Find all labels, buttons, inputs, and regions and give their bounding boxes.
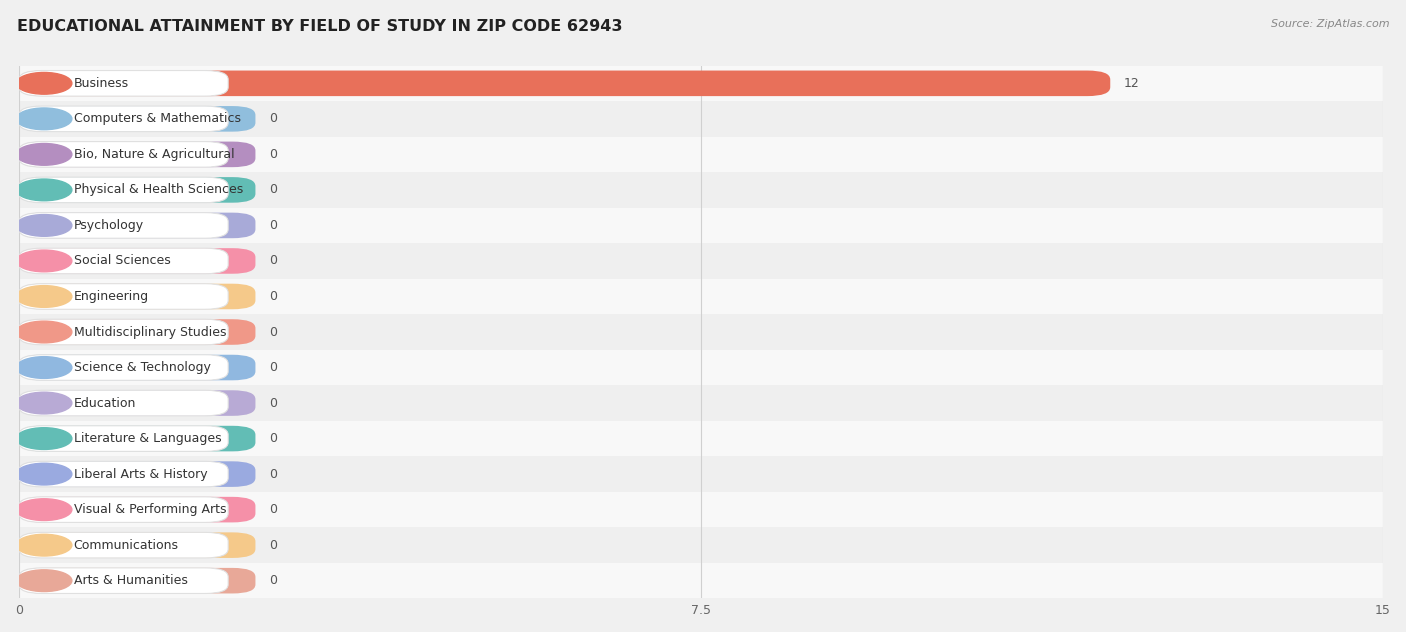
FancyBboxPatch shape [20, 355, 256, 380]
FancyBboxPatch shape [20, 497, 256, 523]
Text: 0: 0 [269, 255, 277, 267]
Bar [20, 492, 1384, 527]
Circle shape [17, 428, 72, 449]
Text: Physical & Health Sciences: Physical & Health Sciences [73, 183, 243, 197]
Bar [20, 386, 1384, 421]
FancyBboxPatch shape [20, 426, 256, 451]
FancyBboxPatch shape [20, 142, 228, 167]
Circle shape [17, 143, 72, 165]
FancyBboxPatch shape [20, 568, 256, 593]
FancyBboxPatch shape [20, 319, 256, 345]
Circle shape [17, 73, 72, 94]
FancyBboxPatch shape [20, 319, 228, 345]
Text: Social Sciences: Social Sciences [73, 255, 170, 267]
Bar [20, 349, 1384, 386]
Bar [20, 563, 1384, 599]
Bar [20, 101, 1384, 137]
FancyBboxPatch shape [20, 391, 228, 416]
Bar [20, 456, 1384, 492]
Text: Engineering: Engineering [73, 290, 149, 303]
FancyBboxPatch shape [20, 461, 256, 487]
Bar [20, 314, 1384, 349]
FancyBboxPatch shape [20, 248, 256, 274]
FancyBboxPatch shape [20, 248, 228, 274]
Bar [20, 279, 1384, 314]
FancyBboxPatch shape [20, 142, 256, 167]
FancyBboxPatch shape [20, 355, 228, 380]
Text: 0: 0 [269, 538, 277, 552]
Text: 0: 0 [269, 325, 277, 339]
Text: 0: 0 [269, 503, 277, 516]
FancyBboxPatch shape [20, 177, 256, 203]
Bar [20, 208, 1384, 243]
Circle shape [17, 570, 72, 592]
Text: 0: 0 [269, 183, 277, 197]
Text: Computers & Mathematics: Computers & Mathematics [73, 112, 240, 125]
FancyBboxPatch shape [20, 284, 228, 309]
Circle shape [17, 463, 72, 485]
FancyBboxPatch shape [20, 426, 228, 451]
FancyBboxPatch shape [20, 284, 256, 309]
Text: Psychology: Psychology [73, 219, 143, 232]
Text: Multidisciplinary Studies: Multidisciplinary Studies [73, 325, 226, 339]
Circle shape [17, 250, 72, 272]
Bar [20, 527, 1384, 563]
Text: Education: Education [73, 396, 136, 410]
FancyBboxPatch shape [20, 177, 228, 203]
Circle shape [17, 179, 72, 201]
Text: 0: 0 [269, 361, 277, 374]
FancyBboxPatch shape [20, 532, 228, 558]
FancyBboxPatch shape [20, 106, 228, 131]
FancyBboxPatch shape [20, 71, 1111, 96]
Text: 0: 0 [269, 112, 277, 125]
Text: 0: 0 [269, 432, 277, 445]
Circle shape [17, 108, 72, 130]
Text: Arts & Humanities: Arts & Humanities [73, 574, 187, 587]
Bar [20, 66, 1384, 101]
FancyBboxPatch shape [20, 461, 228, 487]
Text: Liberal Arts & History: Liberal Arts & History [73, 468, 207, 480]
Circle shape [17, 499, 72, 521]
Text: Communications: Communications [73, 538, 179, 552]
Text: 0: 0 [269, 396, 277, 410]
Text: 0: 0 [269, 290, 277, 303]
Circle shape [17, 356, 72, 379]
Text: Source: ZipAtlas.com: Source: ZipAtlas.com [1271, 19, 1389, 29]
Circle shape [17, 286, 72, 307]
Text: Literature & Languages: Literature & Languages [73, 432, 221, 445]
Circle shape [17, 534, 72, 556]
Circle shape [17, 214, 72, 236]
Text: Science & Technology: Science & Technology [73, 361, 211, 374]
Text: 0: 0 [269, 468, 277, 480]
Text: 0: 0 [269, 574, 277, 587]
Text: EDUCATIONAL ATTAINMENT BY FIELD OF STUDY IN ZIP CODE 62943: EDUCATIONAL ATTAINMENT BY FIELD OF STUDY… [17, 19, 623, 34]
Bar [20, 137, 1384, 172]
Text: 0: 0 [269, 219, 277, 232]
Bar [20, 243, 1384, 279]
Text: Business: Business [73, 77, 129, 90]
Bar [20, 172, 1384, 208]
Text: 12: 12 [1123, 77, 1140, 90]
FancyBboxPatch shape [20, 568, 228, 593]
FancyBboxPatch shape [20, 497, 228, 523]
Text: Bio, Nature & Agricultural: Bio, Nature & Agricultural [73, 148, 235, 161]
Bar [20, 421, 1384, 456]
FancyBboxPatch shape [20, 212, 256, 238]
FancyBboxPatch shape [20, 106, 256, 131]
FancyBboxPatch shape [20, 532, 256, 558]
Text: 0: 0 [269, 148, 277, 161]
FancyBboxPatch shape [20, 71, 228, 96]
FancyBboxPatch shape [20, 212, 228, 238]
Circle shape [17, 392, 72, 414]
FancyBboxPatch shape [20, 391, 256, 416]
Circle shape [17, 321, 72, 343]
Text: Visual & Performing Arts: Visual & Performing Arts [73, 503, 226, 516]
